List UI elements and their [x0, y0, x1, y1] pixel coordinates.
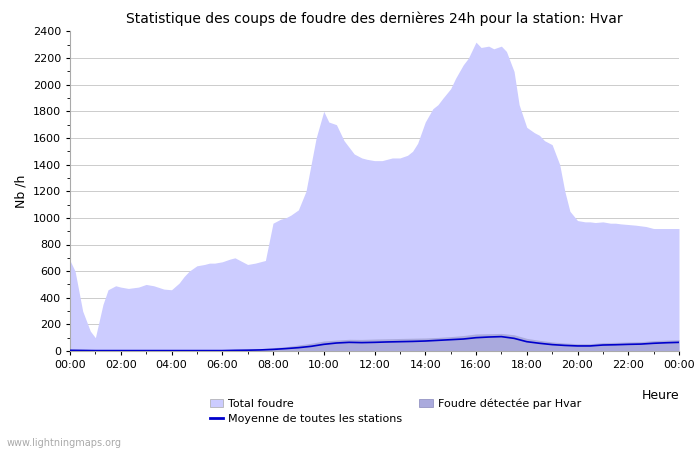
- Title: Statistique des coups de foudre des dernières 24h pour la station: Hvar: Statistique des coups de foudre des dern…: [126, 12, 623, 26]
- Text: www.lightningmaps.org: www.lightningmaps.org: [7, 438, 122, 448]
- Legend: Total foudre, Moyenne de toutes les stations, Foudre détectée par Hvar: Total foudre, Moyenne de toutes les stat…: [209, 398, 582, 424]
- Text: Heure: Heure: [641, 389, 679, 402]
- Y-axis label: Nb /h: Nb /h: [14, 175, 27, 208]
